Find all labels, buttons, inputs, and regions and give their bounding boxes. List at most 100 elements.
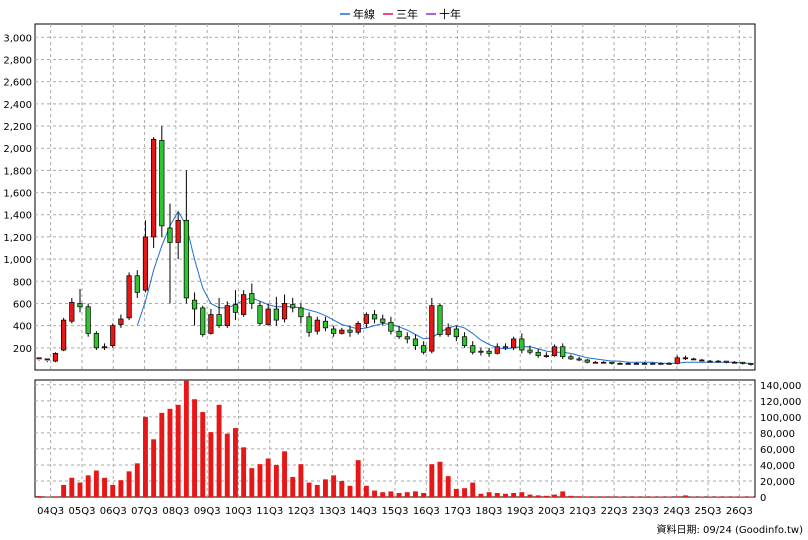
candle-body: [347, 329, 353, 333]
volume-bar: [355, 460, 361, 497]
x-tick-label: 08Q3: [162, 506, 189, 517]
candle-body: [142, 236, 149, 291]
candle-body: [183, 219, 189, 299]
volume-bar: [462, 488, 467, 497]
price-tick-label: 3,000: [3, 33, 32, 44]
x-tick-label: 14Q3: [350, 506, 377, 517]
volume-bar: [650, 496, 656, 498]
price-tick-label: 2,200: [3, 122, 32, 133]
volume-bar: [290, 476, 296, 497]
candle-body: [191, 299, 198, 310]
x-tick-label: 19Q3: [507, 506, 534, 517]
volume-bar: [257, 464, 263, 497]
candle-body: [609, 361, 615, 364]
volume-bar: [61, 484, 67, 497]
candle-body: [740, 361, 746, 364]
volume-bar: [273, 464, 279, 497]
candle-body: [658, 362, 664, 365]
candle-body: [85, 306, 91, 334]
candle-body: [69, 302, 75, 322]
volume-bar: [576, 496, 582, 497]
x-tick-label: 04Q3: [37, 506, 64, 517]
candle-body: [568, 356, 574, 360]
volume-bar: [36, 496, 42, 497]
x-tick-label: 07Q3: [131, 506, 158, 517]
candle-body: [543, 355, 549, 357]
candle-body: [445, 327, 451, 335]
price-tick-label: 2,400: [3, 100, 32, 111]
volume-axis: 0 20,000 40,000 60,000 80,000 100,000 120,000 1…: [760, 381, 801, 504]
candle-body: [502, 346, 509, 349]
volume-bar: [224, 433, 230, 497]
volume-bar: [642, 496, 647, 498]
price-tick-label: 2,600: [3, 78, 32, 89]
volume-bar: [282, 451, 287, 497]
candle-body: [273, 308, 279, 321]
volume-bar: [658, 496, 664, 498]
price-tick-label: 1,200: [3, 233, 32, 244]
volume-bar: [85, 475, 91, 497]
volume-bar: [306, 482, 312, 497]
x-tick-label: 09Q3: [194, 506, 221, 517]
price-tick-label: 800: [13, 277, 32, 288]
candle-body: [723, 360, 729, 363]
volume-bar: [421, 492, 427, 497]
volume-bar: [249, 468, 255, 497]
volume-tick-label: 120,000: [760, 397, 801, 408]
candle-body: [44, 358, 50, 361]
volume-bar: [69, 477, 75, 497]
candle-body: [363, 314, 369, 324]
candle-body: [355, 323, 361, 333]
volume-bar: [372, 490, 377, 497]
volume-bar: [388, 491, 394, 497]
candle-body: [486, 350, 492, 354]
volume-bar: [625, 496, 631, 498]
candle-body: [494, 346, 500, 354]
x-tick-label: 15Q3: [382, 506, 409, 517]
price-tick-label: 1,800: [3, 166, 32, 177]
candle-body: [339, 329, 345, 334]
volume-bar: [200, 412, 206, 497]
volume-tick-label: 80,000: [760, 429, 795, 440]
candle-body: [388, 321, 394, 332]
candle-body: [551, 346, 558, 356]
volume-bar: [183, 380, 189, 497]
candle-body: [396, 330, 402, 338]
volume-bar: [331, 475, 337, 497]
volume-bar: [633, 496, 639, 498]
candle-body: [298, 307, 304, 318]
candle-body: [331, 328, 337, 334]
volume-bar: [134, 463, 140, 497]
candle-body: [666, 362, 672, 365]
x-tick-label: 11Q3: [256, 506, 283, 517]
volume-bar: [159, 412, 165, 497]
volume-bar: [691, 496, 697, 497]
candle-body: [470, 345, 476, 353]
x-tick-label: 23Q3: [632, 506, 659, 517]
volume-bar: [413, 491, 418, 497]
candle-body: [601, 361, 607, 364]
candle-body: [625, 362, 631, 365]
price-axis: 200 400 600 800 1,000 1,200 1,400 1,600 1,800 2,0…: [3, 33, 32, 355]
candle-body: [641, 362, 648, 365]
candle-body: [159, 140, 165, 227]
candle-body: [306, 316, 312, 333]
volume-bar: [323, 479, 328, 497]
volume-bar: [707, 496, 713, 498]
volume-bar: [494, 492, 500, 497]
price-tick-label: 2,000: [3, 144, 32, 155]
price-tick-label: 200: [13, 344, 32, 355]
x-tick-label: 16Q3: [413, 506, 440, 517]
volume-bar: [241, 447, 247, 497]
candle-body: [437, 305, 443, 335]
volume-bar: [552, 494, 557, 497]
volume-bar: [560, 491, 566, 497]
x-tick-label: 25Q3: [695, 506, 722, 517]
volume-bar: [404, 492, 410, 497]
candle-body: [707, 360, 713, 363]
candle-body: [715, 360, 721, 363]
data-date-footer: 資料日期: 09/24 (Goodinfo.tw): [656, 523, 803, 536]
volume-bar: [674, 496, 680, 497]
candle-body: [118, 318, 124, 325]
